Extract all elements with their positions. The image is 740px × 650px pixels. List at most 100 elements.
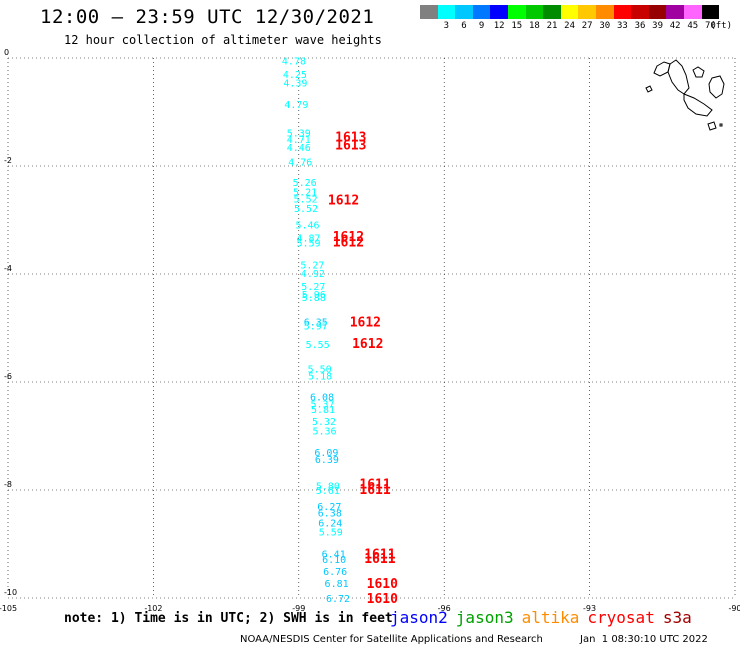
pass-number: 1612 bbox=[328, 193, 359, 208]
swh-value: 4.46 bbox=[287, 143, 311, 154]
pass-number: 1613 bbox=[335, 130, 366, 145]
swh-value: 4.92 bbox=[301, 269, 325, 280]
swh-value: 5.97 bbox=[304, 321, 328, 332]
units-note: note: 1) Time is in UTC; 2) SWH is in fe… bbox=[64, 611, 393, 626]
swh-value: 6.27 bbox=[317, 502, 341, 513]
mission-cryosat: cryosat bbox=[587, 608, 655, 627]
lon-tick-label: -102 bbox=[144, 604, 162, 613]
swh-value: 4.87 bbox=[296, 233, 320, 244]
legend-label: 9 bbox=[478, 21, 485, 31]
island-outline bbox=[683, 93, 713, 117]
lon-tick-label: -96 bbox=[438, 604, 451, 613]
map-subtitle: 12 hour collection of altimeter wave hei… bbox=[64, 33, 382, 47]
legend-label: 6 bbox=[461, 21, 467, 31]
mission-altika: altika bbox=[521, 608, 580, 627]
pass-number: 1611 bbox=[359, 483, 390, 498]
wave-height-observations: 4.78 4.254.39 4.79 5.394.714.46 4.76 5.265.21… bbox=[282, 57, 350, 605]
legend-swatch bbox=[683, 5, 702, 19]
map-title: 12:00 – 23:59 UTC 12/30/2021 bbox=[40, 6, 375, 28]
pass-number: 1610 bbox=[367, 592, 398, 607]
legend-label: 21 bbox=[546, 21, 558, 31]
legend-swatch bbox=[455, 5, 473, 19]
pass-number: 1610 bbox=[367, 577, 398, 592]
swh-value: 5.18 bbox=[308, 372, 332, 383]
axis-tick-labels: -105 -102 -99 -96 -93 -90 0 -2 -4 -6 -8 -10 bbox=[0, 48, 740, 613]
pass-number: 1612 bbox=[352, 337, 383, 352]
legend-label: 36 bbox=[634, 21, 646, 31]
swh-value: 5.36 bbox=[312, 427, 336, 438]
swh-value: 5.39 bbox=[287, 129, 311, 140]
pass-number: 1611 bbox=[364, 552, 395, 567]
swh-value: 6.24 bbox=[318, 518, 342, 529]
swh-value: 4.76 bbox=[288, 158, 312, 169]
color-scale-legend bbox=[420, 5, 720, 19]
pass-number: 1612 bbox=[350, 316, 381, 331]
island-outline bbox=[719, 123, 723, 127]
swh-value: 6.09 bbox=[314, 448, 338, 459]
swh-value: 6.10 bbox=[322, 555, 346, 566]
galapagos-islands bbox=[645, 59, 725, 131]
island-outline bbox=[707, 121, 717, 131]
pass-number: 1611 bbox=[364, 548, 395, 563]
legend-label: 42 bbox=[669, 21, 681, 31]
swh-value: 5.59 bbox=[319, 528, 343, 539]
island-outline bbox=[645, 85, 653, 93]
legend-label: 70 bbox=[704, 21, 716, 31]
legend-swatch bbox=[437, 5, 456, 19]
swh-value: 5.26 bbox=[293, 178, 317, 189]
legend-swatch bbox=[701, 5, 720, 19]
swh-value: 5.27 bbox=[300, 260, 324, 271]
legend-label: 12 bbox=[493, 21, 505, 31]
swh-value: 5.81 bbox=[311, 405, 335, 416]
swh-value: 5.21 bbox=[293, 187, 317, 198]
swh-value: 5.80 bbox=[316, 482, 340, 493]
island-outline bbox=[708, 75, 725, 99]
legend-label: 33 bbox=[616, 21, 628, 31]
legend-swatch bbox=[420, 5, 438, 19]
swh-value: 5.96 bbox=[302, 290, 326, 301]
legend-swatch bbox=[507, 5, 526, 19]
lon-tick-label: -99 bbox=[292, 604, 305, 613]
swh-value: 6.08 bbox=[310, 393, 334, 404]
legend-label: 30 bbox=[599, 21, 611, 31]
swh-value: 6.39 bbox=[315, 455, 339, 466]
island-outline bbox=[692, 66, 705, 78]
legend-label: 24 bbox=[564, 21, 576, 31]
legend-label: 3 bbox=[443, 21, 450, 31]
swh-value: 5.32 bbox=[312, 417, 336, 428]
swh-value: 5.52 bbox=[294, 194, 318, 205]
lon-tick-label: -93 bbox=[583, 604, 596, 613]
island-outline bbox=[653, 61, 671, 77]
mission-legend: jason2 jason3 altika cryosat s3a bbox=[390, 608, 700, 627]
pass-number: 1612 bbox=[333, 236, 364, 251]
lat-tick-label: -6 bbox=[4, 372, 12, 381]
island-outline bbox=[667, 59, 690, 95]
legend-label: 15 bbox=[511, 21, 523, 31]
lon-tick-label: -105 bbox=[0, 604, 17, 613]
legend-label: 27 bbox=[581, 21, 593, 31]
swh-value: 5.46 bbox=[295, 220, 319, 231]
legend-unit: (ft) bbox=[710, 21, 733, 31]
legend-label: 39 bbox=[652, 21, 664, 31]
swh-value: 5.55 bbox=[306, 340, 330, 351]
lon-tick-label: -90 bbox=[728, 604, 740, 613]
mission-s3a: s3a bbox=[662, 608, 692, 627]
swh-value: 5.61 bbox=[316, 486, 340, 497]
legend-swatch bbox=[525, 5, 544, 19]
legend-swatch bbox=[631, 5, 649, 19]
lat-tick-label: -8 bbox=[4, 480, 12, 489]
color-scale-labels: 3 6 9 12 15 18 21 24 27 30 33 36 39 42 45 70 (ft) bbox=[420, 21, 740, 33]
swh-value: 4.71 bbox=[287, 135, 311, 146]
swh-value: 5.88 bbox=[302, 293, 326, 304]
swh-value: 4.79 bbox=[284, 100, 308, 111]
swh-value: 5.27 bbox=[301, 282, 325, 293]
pass-number: 1613 bbox=[335, 138, 366, 153]
pass-number: 1612 bbox=[333, 230, 364, 245]
credit-line: NOAA/NESDIS Center for Satellite Applica… bbox=[240, 634, 543, 645]
generated-timestamp: Jan 1 08:30:10 UTC 2022 bbox=[580, 634, 708, 645]
legend-label: 45 bbox=[687, 21, 699, 31]
swh-value: 5.52 bbox=[294, 204, 318, 215]
swh-value: 6.81 bbox=[325, 579, 349, 590]
mission-jason2: jason2 bbox=[390, 608, 448, 627]
